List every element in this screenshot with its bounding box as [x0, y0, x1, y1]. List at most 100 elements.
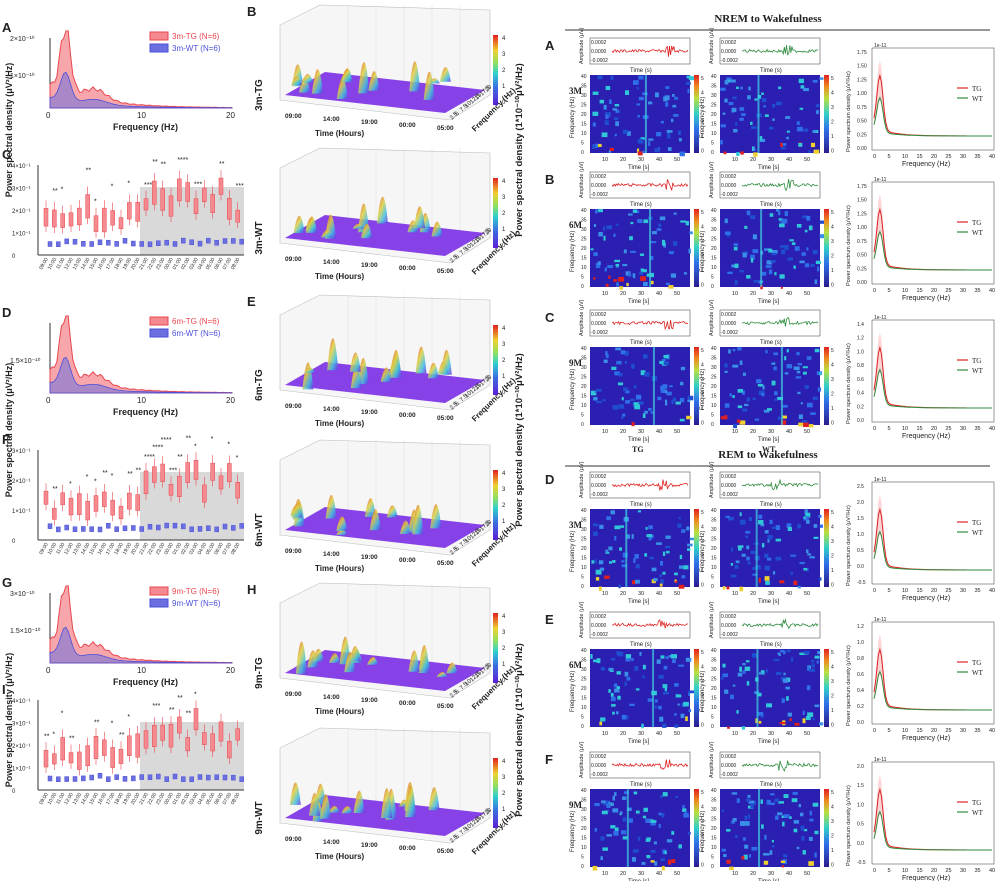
spectrogram-cell	[621, 397, 624, 401]
wt-box	[89, 526, 94, 532]
psd-panel: 1e-111.751.501.251.000.750.500.250.000 5 1…	[846, 43, 995, 168]
freq-tick: 10	[581, 565, 587, 571]
legend-tg-label: TG	[972, 357, 981, 365]
spectrogram-cell	[726, 79, 731, 83]
wt-box	[56, 776, 61, 783]
trace-frame	[589, 309, 691, 337]
spectrogram-cell	[656, 659, 661, 664]
amp-tick: 0.0002	[721, 40, 737, 46]
trace-time-label: Time (s)	[630, 502, 652, 508]
psd-scale: 1e-11	[874, 43, 887, 49]
psd-y-tick: 0.50	[857, 119, 867, 125]
freq-tick: 5	[711, 575, 714, 581]
spec-cbar-tick: 5	[831, 210, 834, 216]
spectrogram-cell	[624, 350, 629, 356]
freq-tick: 0	[711, 422, 714, 428]
spectrogram-cell	[769, 802, 775, 806]
spectrogram-cell	[810, 142, 816, 148]
spectrogram-transition	[644, 75, 647, 153]
significance-mark: *	[94, 199, 97, 206]
psd-y-tick: 2.5	[857, 484, 864, 490]
spectrogram-cell	[753, 280, 760, 283]
psd-y-tick: 1.00	[857, 91, 867, 97]
spectrogram-cell	[804, 385, 809, 389]
surface-peak	[321, 229, 333, 238]
freq-tick: 2.5	[449, 546, 460, 557]
spectrogram-cell	[781, 698, 785, 704]
surface-peak	[380, 367, 392, 382]
spectrogram-cell	[608, 275, 611, 279]
spectrogram-cell	[647, 407, 652, 411]
tg-box	[185, 182, 190, 202]
legend-wt-label: 3m-WT (N=6)	[172, 44, 221, 53]
spectrogram-cell	[678, 137, 682, 142]
amp-tick: 0.0002	[591, 40, 607, 46]
spectrogram-cell	[768, 248, 773, 253]
tg-box	[160, 463, 165, 482]
spectrogram-cell	[637, 114, 640, 118]
spectrogram-cell	[642, 269, 647, 273]
psd-ylabel: Power spectrum density (μV²/Hz)	[846, 343, 852, 424]
time-tick: 00:00	[399, 265, 416, 272]
spectrogram-cell	[621, 564, 627, 568]
spectrogram-cell	[740, 821, 745, 826]
spectrogram-cell	[786, 136, 789, 140]
spec-time-tick: 30	[768, 429, 774, 435]
wt-box	[72, 239, 78, 245]
spectrogram-cell	[598, 560, 604, 565]
spectrogram-cell	[809, 668, 816, 672]
spectrogram-cell	[748, 86, 751, 91]
significance-mark: *	[69, 481, 72, 488]
spec-time-label: Time [s]	[628, 739, 649, 745]
colorbar-tick: 4	[502, 471, 506, 477]
spectrogram-cell	[638, 96, 644, 101]
boxplot-panel-I: I4×10⁻¹3×10⁻¹2×10⁻¹1×10⁻¹0 09:00**10:00*1…	[2, 682, 244, 806]
spectrogram-cell	[625, 400, 631, 404]
spec-cbar-tick: 5	[701, 790, 704, 796]
wt-box	[147, 241, 153, 248]
spectrogram-cell	[732, 684, 736, 687]
spectrogram-cell	[662, 384, 668, 389]
spectrogram-cell	[816, 110, 819, 115]
hour-label: 07:00	[222, 792, 234, 806]
psd-ylabel-top: Power spectral density (μV²/Hz)	[4, 63, 14, 198]
age-label: 3M	[569, 86, 583, 96]
tg-box	[235, 728, 240, 741]
freq-tick: 7.5	[459, 538, 470, 549]
spectrogram-cell	[605, 551, 610, 554]
colorbar-tick: 3	[502, 52, 506, 58]
legend-tg-swatch	[149, 586, 169, 596]
spectrogram-cell	[730, 563, 734, 566]
spec-cbar-tick: 2	[831, 392, 834, 398]
spectrogram-cell	[787, 257, 794, 261]
wt-box	[164, 239, 169, 246]
spectrogram-cell	[592, 91, 599, 95]
surface-peak	[364, 498, 376, 517]
spectrogram-cell	[755, 565, 761, 570]
spectrogram-cell	[675, 401, 681, 405]
spectrogram-cell	[771, 839, 774, 843]
spec-cbar-tick: 4	[831, 363, 834, 369]
spec-cbar-tick: 0	[701, 723, 704, 729]
wt-psd-line	[873, 368, 992, 409]
trace-time-label: Time (s)	[630, 202, 652, 208]
spec-time-tick: 30	[768, 871, 774, 877]
spectrogram-cell	[815, 260, 821, 265]
legend-tg-label: TG	[972, 519, 981, 527]
psd-x-tick: 5	[888, 868, 891, 874]
spectrogram-cell	[786, 349, 789, 353]
spectrogram-cell	[681, 529, 686, 533]
spec-colorbar	[824, 789, 829, 867]
freq-tick: 15	[711, 556, 717, 562]
spectrogram-cell	[660, 560, 664, 566]
spectrogram-cell	[678, 130, 681, 135]
spectrogram-cell	[733, 423, 738, 429]
spectrogram-transition	[649, 209, 652, 287]
spectrogram-cell	[764, 565, 770, 571]
psd-x-tick: 20	[931, 868, 937, 874]
freq-tick: 35	[581, 356, 587, 362]
spectrogram-cell	[594, 803, 600, 807]
spectrogram-cell	[720, 140, 723, 145]
